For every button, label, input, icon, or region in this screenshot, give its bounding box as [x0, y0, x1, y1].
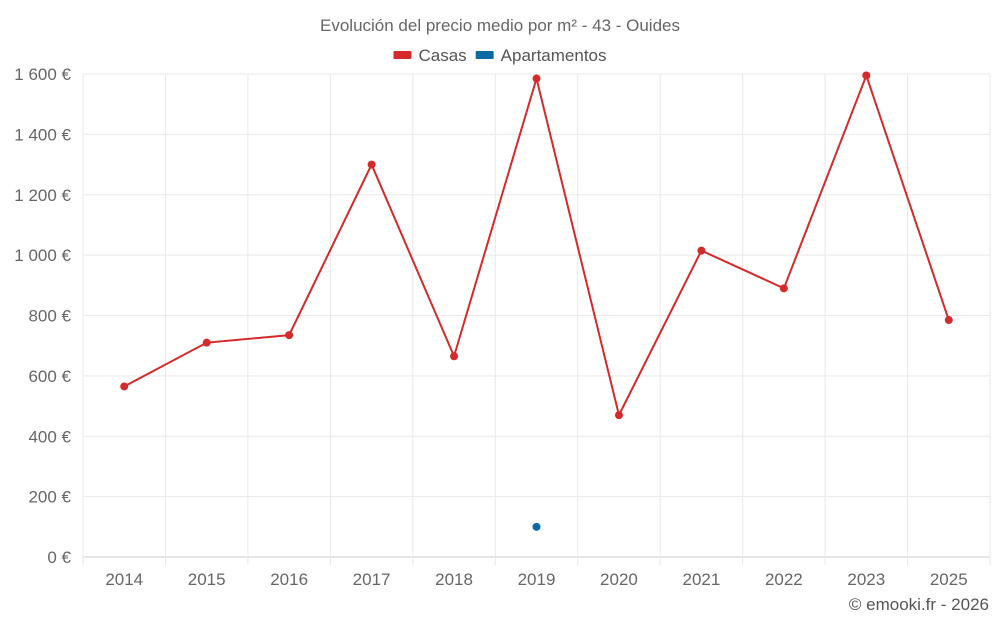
y-tick-label: 1 600 €: [14, 65, 71, 84]
data-point-casas[interactable]: [450, 352, 459, 361]
data-point-casas[interactable]: [285, 331, 294, 340]
credit-text: © emooki.fr - 2026: [849, 595, 989, 614]
data-point-casas[interactable]: [202, 338, 211, 347]
data-point-casas[interactable]: [697, 246, 706, 255]
x-tick-label: 2017: [353, 570, 391, 589]
legend-swatch[interactable]: [393, 51, 412, 59]
x-tick-label: 2023: [847, 570, 885, 589]
data-point-apartamentos[interactable]: [532, 522, 541, 531]
x-tick-label: 2015: [188, 570, 226, 589]
y-tick-label: 600 €: [28, 367, 71, 386]
x-tick-label: 2020: [600, 570, 638, 589]
x-tick-label: 2016: [270, 570, 308, 589]
x-tick-label: 2018: [435, 570, 473, 589]
grid: [82, 73, 991, 565]
y-tick-label: 200 €: [28, 488, 71, 507]
y-tick-label: 1 200 €: [14, 186, 71, 205]
legend-label: Casas: [418, 46, 466, 65]
x-tick-label: 2021: [682, 570, 720, 589]
data-point-casas[interactable]: [944, 316, 953, 325]
y-tick-label: 1 000 €: [14, 246, 71, 265]
data-point-casas[interactable]: [532, 74, 541, 83]
x-tick-label: 2019: [518, 570, 556, 589]
y-tick-label: 1 400 €: [14, 125, 71, 144]
data-point-casas[interactable]: [862, 71, 871, 80]
y-axis: 0 € 200 € 400 € 600 € 800 € 1 000 € 1 200 € 1 4…: [14, 65, 71, 567]
x-tick-label: 2025: [930, 570, 968, 589]
legend: Casas Apartamentos: [393, 46, 607, 65]
chart-title: Evolución del precio medio por m² - 43 -…: [320, 16, 680, 35]
data-point-casas[interactable]: [120, 382, 129, 391]
data-point-casas[interactable]: [614, 411, 623, 420]
y-tick-label: 0 €: [47, 548, 71, 567]
data-point-casas[interactable]: [779, 284, 788, 293]
data-point-casas[interactable]: [367, 160, 376, 169]
x-tick-label: 2014: [105, 570, 143, 589]
y-tick-label: 400 €: [28, 427, 71, 446]
legend-label: Apartamentos: [501, 46, 607, 65]
y-tick-label: 800 €: [28, 307, 71, 326]
series: [120, 71, 953, 531]
x-tick-label: 2022: [765, 570, 803, 589]
x-axis: 2014 2015 2016 2017 2018 2019 2020 2021 2022 2023…: [105, 570, 967, 589]
legend-swatch[interactable]: [475, 51, 494, 59]
